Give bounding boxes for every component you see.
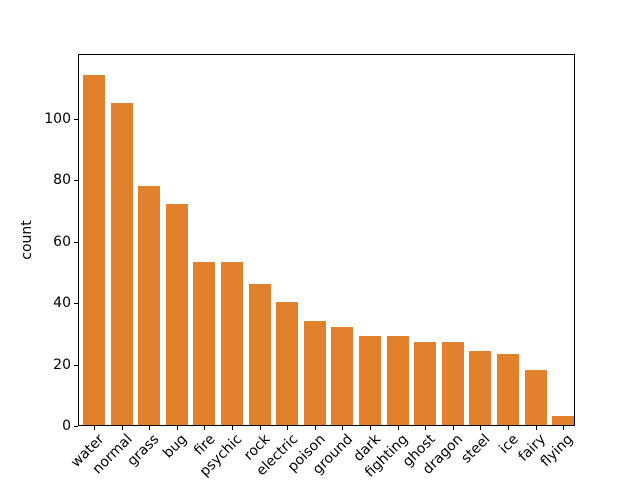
bar-fighting: [386, 336, 409, 425]
y-tick-label-0: 0: [62, 418, 71, 434]
x-tick-mark-flying: [563, 426, 565, 430]
bar-dark: [359, 336, 381, 425]
bar-psychic: [221, 262, 243, 425]
y-tick-label-40: 40: [53, 295, 71, 312]
y-tick-mark-0: [74, 426, 78, 427]
x-tick-mark-bug: [176, 426, 178, 430]
bar-dragon: [441, 342, 464, 425]
x-tick-mark-fighting: [397, 426, 399, 430]
bar-bug: [165, 204, 188, 425]
bar-rock: [248, 284, 271, 425]
y-tick-label-100: 100: [44, 111, 71, 127]
x-tick-mark-normal: [121, 426, 123, 430]
bar-electric: [276, 302, 299, 425]
bar-ground: [331, 327, 354, 425]
bar-flying: [552, 416, 575, 425]
bar-grass: [138, 186, 161, 425]
y-tick-mark-40: [74, 303, 78, 305]
x-tick-mark-fire: [204, 426, 206, 430]
bar-water: [83, 75, 105, 425]
x-tick-mark-poison: [314, 426, 316, 430]
x-tick-mark-rock: [259, 426, 261, 430]
x-tick-mark-ghost: [425, 426, 427, 430]
x-tick-mark-dark: [370, 426, 371, 430]
bar-steel: [469, 351, 492, 425]
bar-normal: [110, 103, 133, 425]
y-tick-label-20: 20: [53, 356, 71, 373]
x-tick-mark-psychic: [232, 426, 233, 430]
bar-ghost: [414, 342, 437, 425]
x-tick-mark-ground: [342, 426, 344, 430]
x-tick-mark-electric: [287, 426, 289, 430]
bar-ice: [497, 354, 519, 425]
bar-poison: [303, 321, 326, 425]
x-tick-label-steel: steel: [458, 431, 494, 467]
bar-fire: [193, 262, 216, 425]
y-tick-label-80: 80: [53, 172, 71, 189]
y-tick-mark-100: [74, 119, 78, 120]
x-tick-mark-fairy: [535, 426, 537, 430]
y-tick-mark-80: [74, 180, 78, 182]
plot-area: [78, 54, 575, 426]
y-tick-label-60: 60: [53, 233, 71, 250]
x-tick-mark-grass: [149, 426, 151, 430]
x-tick-mark-steel: [480, 426, 482, 430]
y-tick-mark-20: [74, 364, 78, 366]
y-tick-mark-60: [74, 241, 78, 243]
x-tick-mark-ice: [508, 426, 509, 430]
x-tick-mark-dragon: [452, 426, 454, 430]
x-tick-mark-water: [94, 426, 95, 430]
x-tick-label-bug: bug: [160, 431, 191, 462]
bar-fairy: [524, 370, 547, 425]
